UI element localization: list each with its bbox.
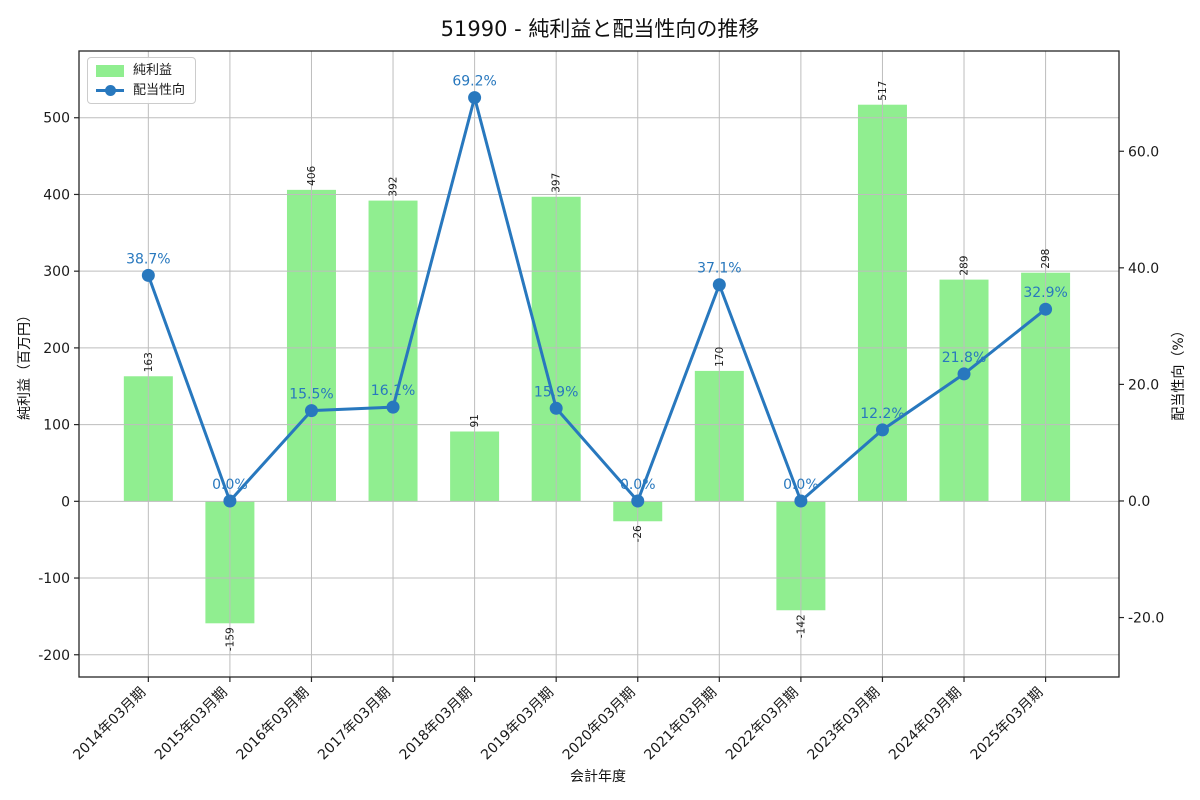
y-tick-label-right: 20.0 xyxy=(1128,377,1159,393)
x-tick-label: 2019年03月期 xyxy=(478,685,557,764)
x-tick-label: 2025年03月期 xyxy=(968,685,1047,764)
y-tick-label-left: 100 xyxy=(43,418,70,434)
payout-ratio-label: 15.9% xyxy=(534,384,578,400)
bar-value-label: 170 xyxy=(714,347,726,367)
bar-value-label: 289 xyxy=(959,256,971,276)
payout-ratio-label: 21.8% xyxy=(942,350,986,366)
y-tick-label-left: -200 xyxy=(38,648,70,664)
x-tick-label: 2015年03月期 xyxy=(152,685,231,764)
y-tick-label-left: 300 xyxy=(43,264,70,280)
payout-ratio-point xyxy=(875,423,889,437)
bar-value-label: 298 xyxy=(1040,249,1052,269)
x-tick-label: 2018年03月期 xyxy=(397,685,476,764)
payout-ratio-point xyxy=(304,404,318,418)
x-tick-label: 2024年03月期 xyxy=(886,685,965,764)
bar-value-label: 91 xyxy=(469,414,481,427)
bar-value-label: -26 xyxy=(632,525,644,542)
legend-label-payout-ratio: 配当性向 xyxy=(133,83,186,98)
payout-ratio-point xyxy=(549,401,563,415)
payout-ratio-label: 32.9% xyxy=(1023,285,1067,301)
x-tick-label: 2014年03月期 xyxy=(70,685,149,764)
payout-ratio-label: 69.2% xyxy=(452,74,496,90)
y-tick-label-left: 0 xyxy=(61,494,70,510)
payout-ratio-label: 15.5% xyxy=(289,387,333,403)
y-tick-label-left: 400 xyxy=(43,187,70,203)
bar-value-label: 406 xyxy=(306,165,318,185)
legend-item-net-income: 純利益 xyxy=(96,63,185,78)
y-tick-label-right: -20.0 xyxy=(1128,611,1164,627)
bar-value-label: 163 xyxy=(143,352,155,372)
payout-ratio-label: 16.1% xyxy=(371,383,415,399)
payout-ratio-point xyxy=(957,367,971,381)
bar-value-label: 392 xyxy=(388,177,400,197)
legend-line-swatch-icon xyxy=(96,85,124,97)
payout-ratio-label: 0.0% xyxy=(620,477,656,493)
x-tick-label: 2016年03月期 xyxy=(233,685,312,764)
payout-ratio-point xyxy=(631,494,645,508)
chart-title: 51990 - 純利益と配当性向の推移 xyxy=(440,17,760,41)
payout-ratio-label: 38.7% xyxy=(126,251,170,267)
plot-border xyxy=(78,50,1120,678)
x-tick-label: 2017年03月期 xyxy=(315,685,394,764)
bar-value-label: 397 xyxy=(551,173,563,193)
x-tick-label: 2021年03月期 xyxy=(641,685,720,764)
payout-ratio-label: 0.0% xyxy=(783,477,819,493)
y-tick-label-right: 0.0 xyxy=(1128,494,1150,510)
bar-value-label: -159 xyxy=(224,627,236,651)
payout-ratio-point xyxy=(712,278,726,292)
bar-value-label: -142 xyxy=(795,614,807,638)
payout-ratio-label: 12.2% xyxy=(860,406,904,422)
payout-ratio-line xyxy=(146,91,1047,504)
y-tick-label-right: 40.0 xyxy=(1128,261,1159,277)
y-tick-label-right: 60.0 xyxy=(1128,144,1159,160)
bar-value-label: 517 xyxy=(877,81,889,101)
payout-ratio-point xyxy=(141,268,155,282)
x-tick-label: 2022年03月期 xyxy=(723,685,802,764)
x-axis-label: 会計年度 xyxy=(570,769,626,785)
legend-bar-swatch-icon xyxy=(96,64,124,77)
payout-ratio-point xyxy=(1039,302,1053,316)
y-tick-label-left: 200 xyxy=(43,341,70,357)
legend-label-net-income: 純利益 xyxy=(133,63,173,78)
x-tick-label: 2020年03月期 xyxy=(560,685,639,764)
payout-ratio-point xyxy=(386,400,400,414)
payout-ratio-label: 0.0% xyxy=(212,477,248,493)
payout-ratio-point xyxy=(794,494,808,508)
legend-item-payout-ratio: 配当性向 xyxy=(96,83,185,98)
payout-ratio-point xyxy=(468,91,482,105)
payout-ratio-point xyxy=(223,494,237,508)
legend: 純利益 配当性向 xyxy=(87,57,197,104)
payout-ratio-label: 37.1% xyxy=(697,261,741,277)
x-tick-label: 2023年03月期 xyxy=(804,685,883,764)
y-tick-label-left: 500 xyxy=(43,111,70,127)
y-tick-label-left: -100 xyxy=(38,571,70,587)
